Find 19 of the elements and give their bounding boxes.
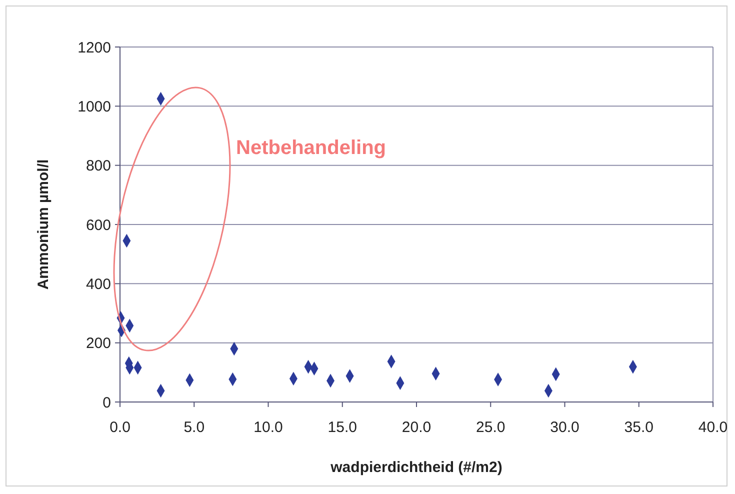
x-tick-label: 25.0	[476, 419, 506, 436]
x-tick-label: 40.0	[698, 419, 728, 436]
x-tick-label: 30.0	[550, 419, 580, 436]
y-tick-label: 1000	[78, 98, 111, 116]
y-tick-label: 0	[102, 394, 111, 412]
x-tick-label: 0.0	[110, 419, 130, 436]
x-tick-label: 35.0	[624, 419, 654, 436]
x-tick-label: 10.0	[254, 419, 283, 436]
x-tick-label: 15.0	[328, 419, 357, 436]
y-tick-label: 400	[86, 276, 111, 293]
y-tick-label: 200	[86, 335, 111, 352]
y-axis-title: Ammonium µmol/l	[35, 159, 52, 290]
y-tick-label: 1200	[78, 39, 111, 56]
y-tick-label: 600	[86, 216, 111, 234]
annotation: Netbehandeling	[236, 137, 386, 159]
x-tick-label: 5.0	[184, 419, 205, 436]
x-tick-label: 20.0	[402, 419, 432, 436]
y-tick-label: 800	[86, 158, 111, 175]
x-axis-title: wadpierdichtheid (#/m2)	[330, 459, 502, 476]
